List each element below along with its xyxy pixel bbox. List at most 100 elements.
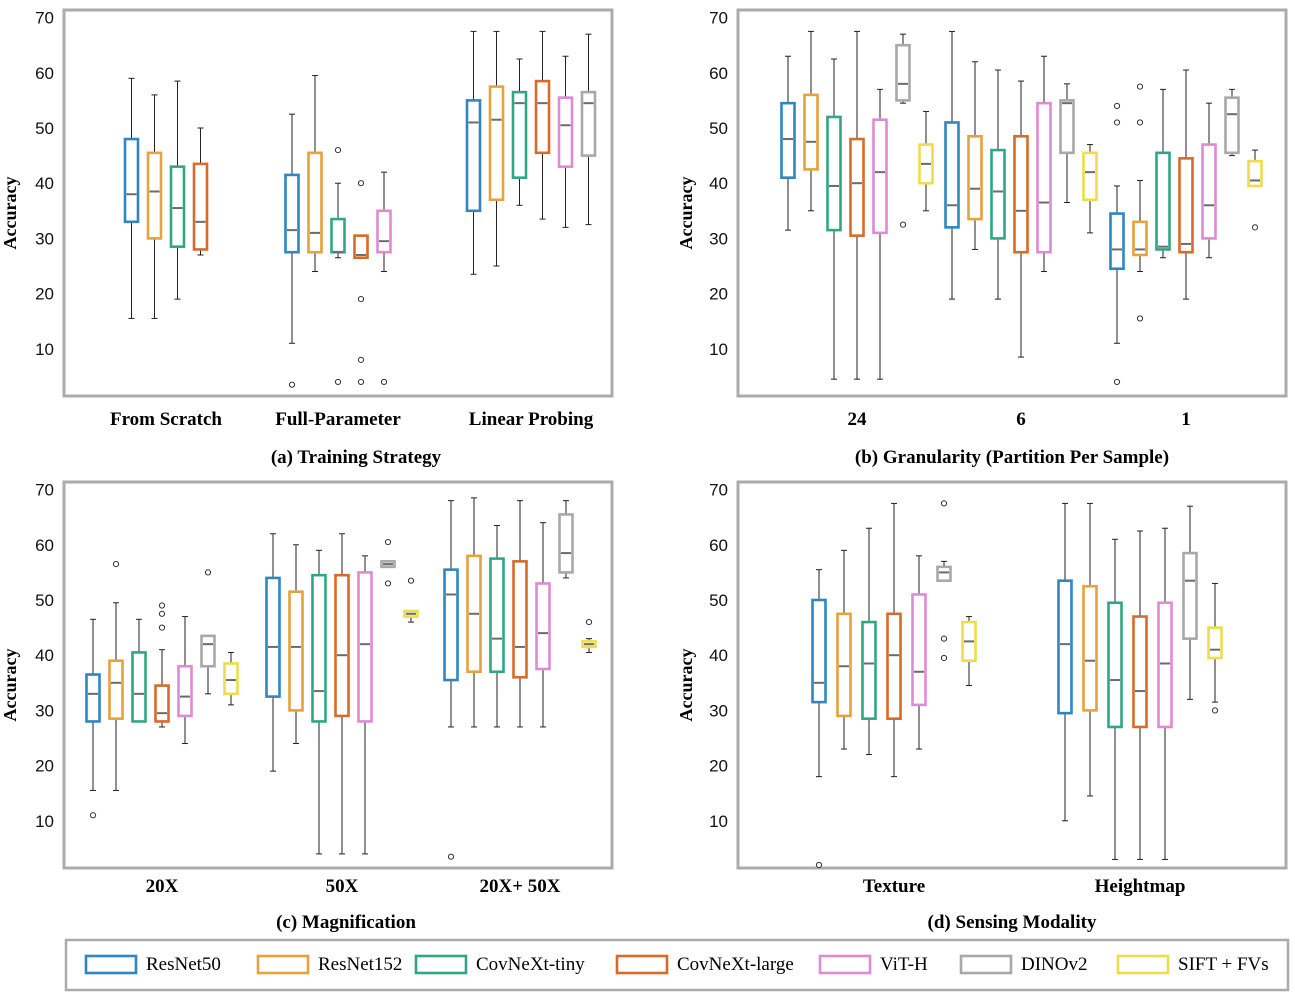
legend-label: CovNeXt-tiny — [476, 954, 585, 975]
box-iqr — [200, 634, 216, 668]
legend-swatch — [414, 954, 468, 975]
x-category-label: Full-Parameter — [275, 409, 401, 430]
y-tick-label: 10 — [35, 340, 54, 359]
box-covnext-large — [886, 502, 902, 778]
box-covnext-large — [334, 533, 350, 855]
box-resnet50 — [443, 500, 459, 860]
box-covnext-tiny — [990, 69, 1006, 300]
box-iqr — [465, 99, 482, 213]
box-iqr — [1182, 551, 1198, 640]
box-dinov2 — [1059, 83, 1075, 204]
box-iqr — [330, 217, 346, 254]
box-sift-fvs — [1247, 149, 1263, 231]
box-iqr — [535, 582, 551, 671]
x-category-label: 20X — [146, 876, 179, 897]
outlier-point — [158, 624, 166, 631]
box-dinov2 — [895, 33, 911, 228]
box-iqr — [192, 162, 209, 251]
outlier-point — [334, 146, 342, 154]
y-tick-label: 70 — [35, 481, 54, 500]
box-covnext-large — [849, 30, 865, 380]
box-vit-h — [1157, 527, 1173, 860]
x-category-label: From Scratch — [110, 409, 222, 430]
box-covnext-tiny — [1107, 538, 1123, 860]
legend-label: ViT-H — [880, 954, 928, 975]
plot-frame — [62, 480, 614, 870]
box-iqr — [376, 209, 392, 254]
box-iqr — [1132, 220, 1148, 257]
box-resnet50 — [284, 113, 300, 388]
outlier-point — [158, 610, 166, 617]
box-vit-h — [535, 522, 551, 728]
box-iqr — [311, 573, 327, 723]
box-iqr — [1178, 157, 1194, 254]
box-iqr — [534, 79, 551, 155]
legend-item-dinov2: DINOv2 — [959, 954, 1088, 975]
box-iqr — [131, 651, 147, 723]
y-tick-label: 20 — [35, 285, 54, 304]
box-iqr — [1132, 615, 1148, 729]
box-iqr — [1247, 159, 1263, 188]
x-category-label: 6 — [1016, 409, 1026, 430]
box-covnext-tiny — [330, 146, 346, 386]
box-resnet152 — [108, 561, 124, 791]
box-iqr — [353, 234, 369, 260]
box-iqr — [288, 590, 304, 712]
outlier-point — [1136, 315, 1144, 322]
box-iqr — [811, 598, 827, 704]
box-iqr — [123, 137, 140, 224]
box-iqr — [826, 115, 842, 232]
box-covnext-large — [353, 180, 369, 386]
x-category-label: 1 — [1181, 409, 1191, 430]
box-iqr — [511, 90, 528, 179]
box-sift-fvs — [918, 110, 934, 212]
outlier-point — [940, 654, 948, 662]
box-sift-fvs — [961, 616, 977, 687]
y-axis-label: Accuracy — [0, 649, 20, 722]
y-axis-label: Accuracy — [676, 177, 696, 250]
box-resnet152 — [1132, 83, 1148, 322]
box-iqr — [85, 673, 101, 723]
box-dinov2 — [936, 500, 952, 662]
box-covnext-tiny — [489, 524, 505, 728]
box-iqr — [967, 134, 983, 221]
outlier-point — [940, 500, 948, 507]
outlier-point — [384, 580, 392, 587]
legend-label: CovNeXt-large — [677, 954, 794, 975]
legend: ResNet50 ResNet152 CovNeXt-tiny CovNeXt-lar… — [64, 938, 1290, 992]
legend-swatch — [84, 954, 138, 975]
box-iqr — [443, 568, 459, 682]
legend-swatch — [818, 954, 872, 975]
box-covnext-tiny — [511, 58, 528, 206]
outlier-point — [89, 812, 97, 819]
box-iqr — [895, 43, 911, 102]
legend-swatch — [1116, 954, 1170, 975]
box-dinov2 — [558, 500, 574, 579]
box-iqr — [803, 93, 819, 171]
outlier-point — [1113, 119, 1121, 126]
box-iqr — [861, 620, 877, 720]
chart-panel-1: 10 20 30 40 50 60 70 Accuracy 24 6 1 (b) Granularit… — [676, 8, 1288, 468]
y-tick-label: 70 — [709, 481, 728, 500]
box-iqr — [944, 121, 960, 229]
box-iqr — [1082, 151, 1098, 202]
outlier-point — [112, 561, 120, 568]
box-resnet50 — [265, 533, 281, 772]
box-dinov2 — [200, 569, 216, 695]
outlier-point — [815, 861, 823, 869]
outlier-point — [380, 378, 388, 386]
box-iqr — [357, 571, 373, 723]
box-vit-h — [1201, 102, 1217, 259]
panel-caption: (b) Granularity (Partition Per Sample) — [855, 447, 1169, 468]
box-dinov2 — [580, 33, 597, 226]
box-vit-h — [177, 616, 193, 745]
box-resnet152 — [288, 544, 304, 745]
outlier-point — [407, 577, 415, 584]
outlier-point — [357, 180, 365, 187]
y-axis-label: Accuracy — [676, 649, 696, 722]
y-tick-label: 30 — [709, 229, 728, 248]
box-iqr — [886, 612, 902, 720]
box-iqr — [1207, 626, 1223, 660]
box-covnext-tiny — [131, 618, 147, 723]
x-category-label: Linear Probing — [469, 409, 594, 430]
